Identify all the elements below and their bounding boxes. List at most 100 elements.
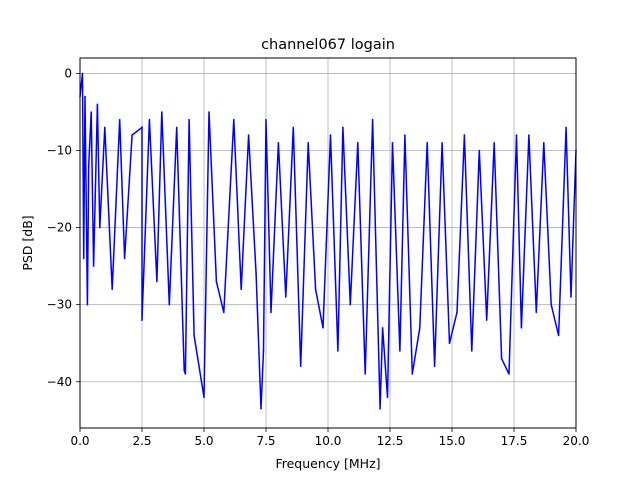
x-tick-label: 12.5: [377, 434, 404, 448]
y-tick-label: 0: [64, 66, 72, 80]
y-tick-label: −40: [47, 375, 72, 389]
psd-data-point: [84, 95, 86, 98]
psd-data-point: [371, 118, 374, 121]
psd-data-point: [270, 311, 272, 314]
y-axis-label: PSD [dB]: [20, 215, 35, 270]
psd-data-point: [141, 126, 143, 129]
psd-data-point: [161, 111, 163, 113]
psd-data-point: [233, 118, 235, 121]
psd-data-point: [90, 111, 92, 113]
psd-data-point: [381, 327, 384, 329]
psd-data-point: [404, 134, 406, 136]
psd-data-point: [543, 142, 545, 144]
psd-data-point: [399, 350, 401, 352]
psd-data-point: [433, 365, 436, 368]
psd-data-point: [342, 126, 344, 129]
psd-data-point: [364, 373, 367, 375]
psd-data-point: [565, 126, 567, 129]
psd-data-point: [175, 126, 178, 129]
x-tick-label: 2.5: [132, 434, 151, 448]
psd-data-point: [183, 369, 185, 372]
x-axis-label: Frequency [MHz]: [275, 456, 380, 471]
psd-data-point: [550, 303, 552, 306]
psd-data-point: [379, 407, 381, 410]
psd-data-point: [193, 334, 195, 337]
x-axis-ticks: 0.0 2.5 5.0 7.5 10.0 12.5 15.0 17.5 20.0: [70, 428, 589, 448]
psd-data-point: [223, 311, 225, 314]
psd-data-point: [92, 265, 95, 267]
psd-data-point: [156, 280, 158, 283]
x-tick-label: 10.0: [315, 434, 342, 448]
psd-data-point: [247, 134, 250, 136]
psd-data-point: [485, 319, 488, 321]
psd-data-point: [111, 288, 113, 291]
psd-data-point: [411, 373, 414, 375]
psd-data-point: [426, 142, 429, 144]
psd-data-point: [141, 319, 143, 321]
x-tick-label: 17.5: [501, 434, 528, 448]
psd-data-point: [86, 303, 89, 306]
psd-data-point: [500, 357, 503, 360]
psd-data-point: [255, 273, 257, 275]
psd-data-point: [118, 118, 121, 121]
psd-data-point: [81, 72, 84, 75]
y-tick-label: −20: [47, 221, 72, 235]
psd-data-point: [260, 407, 262, 410]
y-tick-label: −30: [47, 298, 72, 312]
psd-data-point: [200, 381, 203, 383]
psd-data-point: [203, 396, 205, 399]
psd-data-point: [82, 257, 85, 260]
psd-data-point: [307, 142, 310, 144]
chart-title: channel067 logain: [261, 37, 395, 53]
psd-data-point: [448, 342, 451, 345]
y-axis-ticks: 0 −10 −20 −30 −40: [47, 66, 80, 389]
psd-data-point: [265, 118, 267, 121]
psd-data-point: [104, 126, 106, 129]
psd-data-point: [357, 142, 359, 144]
psd-data-point: [386, 396, 389, 399]
psd-data-point: [240, 288, 242, 291]
psd-data-point: [471, 350, 473, 352]
psd-data-point: [463, 134, 466, 136]
psd-data-point: [87, 165, 90, 167]
psd-data-point: [478, 149, 481, 152]
psd-data-point: [557, 334, 560, 337]
psd-data-point: [285, 296, 287, 298]
x-tick-label: 5.0: [194, 434, 213, 448]
psd-data-point: [570, 296, 572, 298]
psd-data-point: [96, 103, 99, 106]
psd-data-point: [515, 134, 518, 136]
psd-data-point: [188, 118, 190, 121]
psd-data-point: [215, 280, 218, 283]
psd-data-point: [262, 350, 265, 352]
x-tick-label: 7.5: [256, 434, 275, 448]
psd-data-point: [535, 311, 538, 314]
psd-data-point: [208, 111, 210, 113]
psd-data-point: [520, 327, 523, 329]
psd-data-point: [337, 350, 339, 352]
x-tick-label: 20.0: [563, 434, 590, 448]
psd-data-point: [99, 226, 101, 229]
series-layer: [79, 72, 577, 410]
psd-data-point: [456, 311, 458, 314]
psd-data-point: [131, 134, 133, 136]
psd-data-point: [184, 373, 187, 375]
psd-data-point: [148, 118, 151, 121]
y-tick-label: −10: [47, 144, 72, 158]
psd-data-point: [292, 126, 295, 129]
psd-data-point: [441, 142, 443, 144]
psd-data-point: [493, 142, 496, 144]
psd-data-point: [277, 142, 280, 144]
x-tick-label: 15.0: [439, 434, 466, 448]
psd-data-point: [329, 134, 332, 136]
psd-data-point: [123, 257, 126, 260]
psd-data-point: [391, 142, 394, 144]
psd-data-point: [508, 373, 510, 375]
psd-data-point: [528, 134, 530, 136]
x-tick-label: 0.0: [70, 434, 89, 448]
psd-data-point: [299, 365, 302, 368]
psd-data-point: [349, 303, 352, 306]
psd-data-point: [168, 303, 171, 306]
